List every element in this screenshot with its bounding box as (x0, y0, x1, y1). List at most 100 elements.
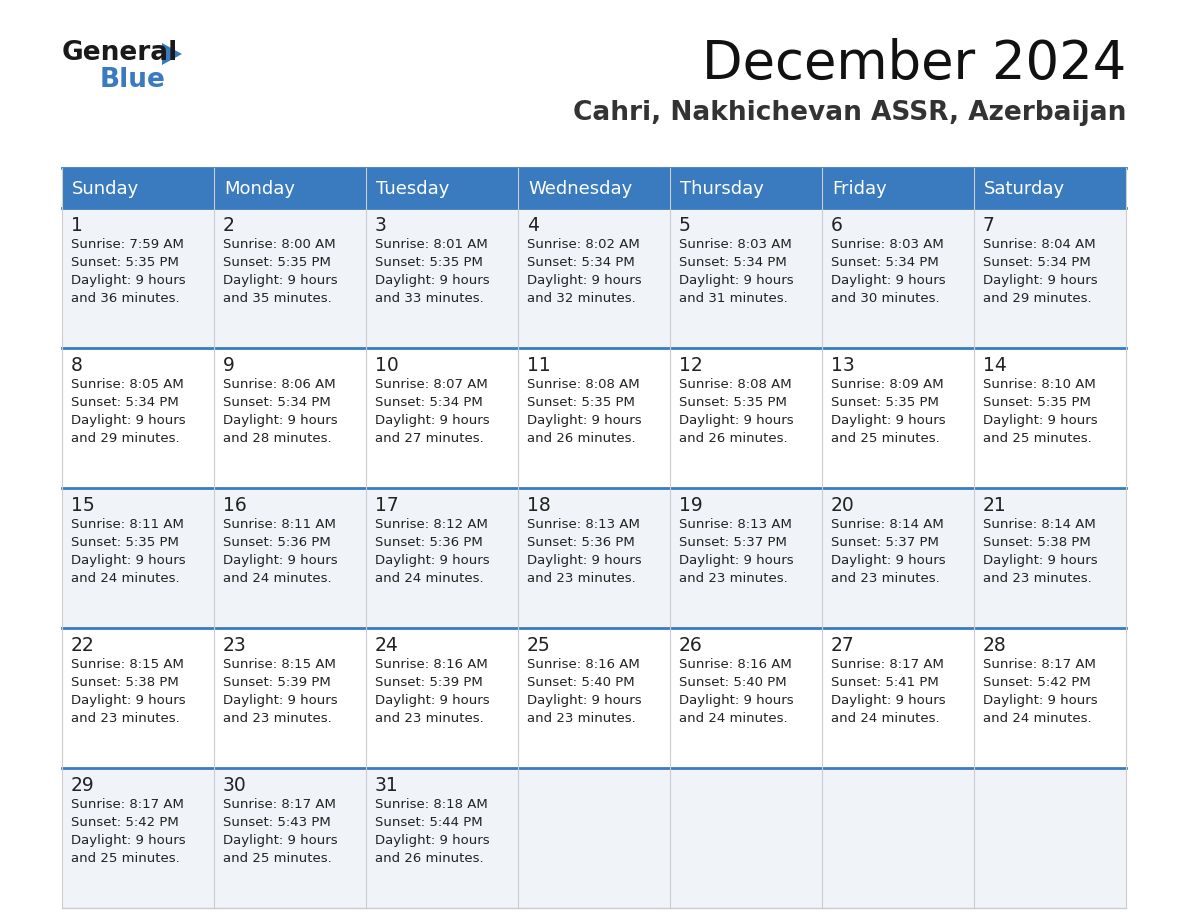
Text: 4: 4 (527, 216, 539, 235)
Text: 13: 13 (830, 356, 854, 375)
Text: Sunrise: 8:17 AM: Sunrise: 8:17 AM (71, 798, 184, 811)
Text: Sunrise: 8:18 AM: Sunrise: 8:18 AM (375, 798, 488, 811)
Text: 17: 17 (375, 496, 399, 515)
Text: Daylight: 9 hours: Daylight: 9 hours (71, 694, 185, 707)
Text: and 25 minutes.: and 25 minutes. (830, 432, 940, 445)
Text: Sunset: 5:38 PM: Sunset: 5:38 PM (982, 536, 1091, 549)
Text: Sunset: 5:44 PM: Sunset: 5:44 PM (375, 816, 482, 829)
Text: Sunrise: 8:16 AM: Sunrise: 8:16 AM (375, 658, 488, 671)
Text: and 35 minutes.: and 35 minutes. (223, 292, 331, 305)
Text: Daylight: 9 hours: Daylight: 9 hours (982, 554, 1098, 567)
Text: and 25 minutes.: and 25 minutes. (223, 852, 331, 865)
Bar (822, 208, 974, 348)
Text: and 23 minutes.: and 23 minutes. (527, 572, 636, 585)
Text: Daylight: 9 hours: Daylight: 9 hours (223, 834, 337, 847)
Text: Sunset: 5:42 PM: Sunset: 5:42 PM (71, 816, 178, 829)
Text: Sunrise: 8:12 AM: Sunrise: 8:12 AM (375, 518, 488, 531)
Text: Sunset: 5:36 PM: Sunset: 5:36 PM (223, 536, 330, 549)
Text: 24: 24 (375, 636, 399, 655)
Text: Daylight: 9 hours: Daylight: 9 hours (375, 554, 489, 567)
Bar (366, 348, 518, 488)
Text: and 25 minutes.: and 25 minutes. (71, 852, 179, 865)
Text: Sunrise: 8:07 AM: Sunrise: 8:07 AM (375, 378, 488, 391)
Text: Sunset: 5:39 PM: Sunset: 5:39 PM (223, 676, 330, 689)
Text: Daylight: 9 hours: Daylight: 9 hours (830, 274, 946, 287)
Text: and 23 minutes.: and 23 minutes. (71, 712, 179, 725)
Text: Daylight: 9 hours: Daylight: 9 hours (527, 554, 642, 567)
Text: Daylight: 9 hours: Daylight: 9 hours (223, 694, 337, 707)
Text: Sunset: 5:34 PM: Sunset: 5:34 PM (71, 396, 178, 409)
Text: and 23 minutes.: and 23 minutes. (527, 712, 636, 725)
Text: Daylight: 9 hours: Daylight: 9 hours (527, 274, 642, 287)
Bar (822, 488, 974, 628)
Text: Daylight: 9 hours: Daylight: 9 hours (830, 694, 946, 707)
Text: Sunset: 5:41 PM: Sunset: 5:41 PM (830, 676, 939, 689)
Text: Sunset: 5:34 PM: Sunset: 5:34 PM (680, 256, 786, 269)
Text: Saturday: Saturday (984, 180, 1066, 198)
Text: Daylight: 9 hours: Daylight: 9 hours (71, 834, 185, 847)
Bar (366, 768, 518, 908)
Bar (822, 628, 974, 768)
Text: Sunset: 5:35 PM: Sunset: 5:35 PM (375, 256, 482, 269)
Text: Sunset: 5:38 PM: Sunset: 5:38 PM (71, 676, 178, 689)
Text: 11: 11 (527, 356, 551, 375)
Text: Daylight: 9 hours: Daylight: 9 hours (71, 554, 185, 567)
Bar (62, 348, 214, 488)
Text: Monday: Monday (225, 180, 295, 198)
Text: December 2024: December 2024 (702, 38, 1126, 90)
Bar (366, 208, 518, 348)
Bar (214, 348, 366, 488)
Text: and 26 minutes.: and 26 minutes. (680, 432, 788, 445)
Bar (974, 628, 1126, 768)
Text: and 26 minutes.: and 26 minutes. (527, 432, 636, 445)
Text: 18: 18 (527, 496, 551, 515)
Bar (62, 208, 214, 348)
Text: and 31 minutes.: and 31 minutes. (680, 292, 788, 305)
Bar (518, 348, 670, 488)
Text: 14: 14 (982, 356, 1007, 375)
Text: 23: 23 (223, 636, 247, 655)
Text: and 23 minutes.: and 23 minutes. (223, 712, 331, 725)
Text: Sunrise: 8:01 AM: Sunrise: 8:01 AM (375, 238, 488, 251)
Text: and 29 minutes.: and 29 minutes. (71, 432, 179, 445)
Text: Daylight: 9 hours: Daylight: 9 hours (527, 414, 642, 427)
Text: and 26 minutes.: and 26 minutes. (375, 852, 484, 865)
Text: Sunrise: 8:08 AM: Sunrise: 8:08 AM (527, 378, 639, 391)
Text: 22: 22 (71, 636, 95, 655)
Bar (366, 628, 518, 768)
Text: 31: 31 (375, 776, 399, 795)
Bar (974, 348, 1126, 488)
Text: Sunrise: 8:13 AM: Sunrise: 8:13 AM (680, 518, 792, 531)
Text: Sunset: 5:36 PM: Sunset: 5:36 PM (375, 536, 482, 549)
Text: Tuesday: Tuesday (375, 180, 449, 198)
Text: Daylight: 9 hours: Daylight: 9 hours (71, 414, 185, 427)
Text: 21: 21 (982, 496, 1006, 515)
Text: Sunset: 5:34 PM: Sunset: 5:34 PM (830, 256, 939, 269)
Text: Daylight: 9 hours: Daylight: 9 hours (830, 554, 946, 567)
Bar (214, 208, 366, 348)
Bar (670, 348, 822, 488)
Text: Sunrise: 8:05 AM: Sunrise: 8:05 AM (71, 378, 184, 391)
Text: Daylight: 9 hours: Daylight: 9 hours (982, 414, 1098, 427)
Text: Sunset: 5:40 PM: Sunset: 5:40 PM (527, 676, 634, 689)
Text: Sunrise: 8:14 AM: Sunrise: 8:14 AM (830, 518, 943, 531)
Text: Sunrise: 8:06 AM: Sunrise: 8:06 AM (223, 378, 336, 391)
Text: Friday: Friday (832, 180, 886, 198)
Text: 10: 10 (375, 356, 399, 375)
Text: Sunrise: 8:11 AM: Sunrise: 8:11 AM (71, 518, 184, 531)
Text: and 24 minutes.: and 24 minutes. (71, 572, 179, 585)
Text: Daylight: 9 hours: Daylight: 9 hours (680, 694, 794, 707)
Text: Sunset: 5:34 PM: Sunset: 5:34 PM (982, 256, 1091, 269)
Text: Sunrise: 7:59 AM: Sunrise: 7:59 AM (71, 238, 184, 251)
Bar (518, 488, 670, 628)
Text: 19: 19 (680, 496, 703, 515)
Text: Sunset: 5:36 PM: Sunset: 5:36 PM (527, 536, 634, 549)
Text: Daylight: 9 hours: Daylight: 9 hours (830, 414, 946, 427)
Text: and 23 minutes.: and 23 minutes. (830, 572, 940, 585)
Text: Wednesday: Wednesday (527, 180, 632, 198)
Text: Sunrise: 8:17 AM: Sunrise: 8:17 AM (830, 658, 944, 671)
Bar (822, 348, 974, 488)
Text: Cahri, Nakhichevan ASSR, Azerbaijan: Cahri, Nakhichevan ASSR, Azerbaijan (573, 100, 1126, 126)
Text: Sunset: 5:43 PM: Sunset: 5:43 PM (223, 816, 330, 829)
Text: and 36 minutes.: and 36 minutes. (71, 292, 179, 305)
